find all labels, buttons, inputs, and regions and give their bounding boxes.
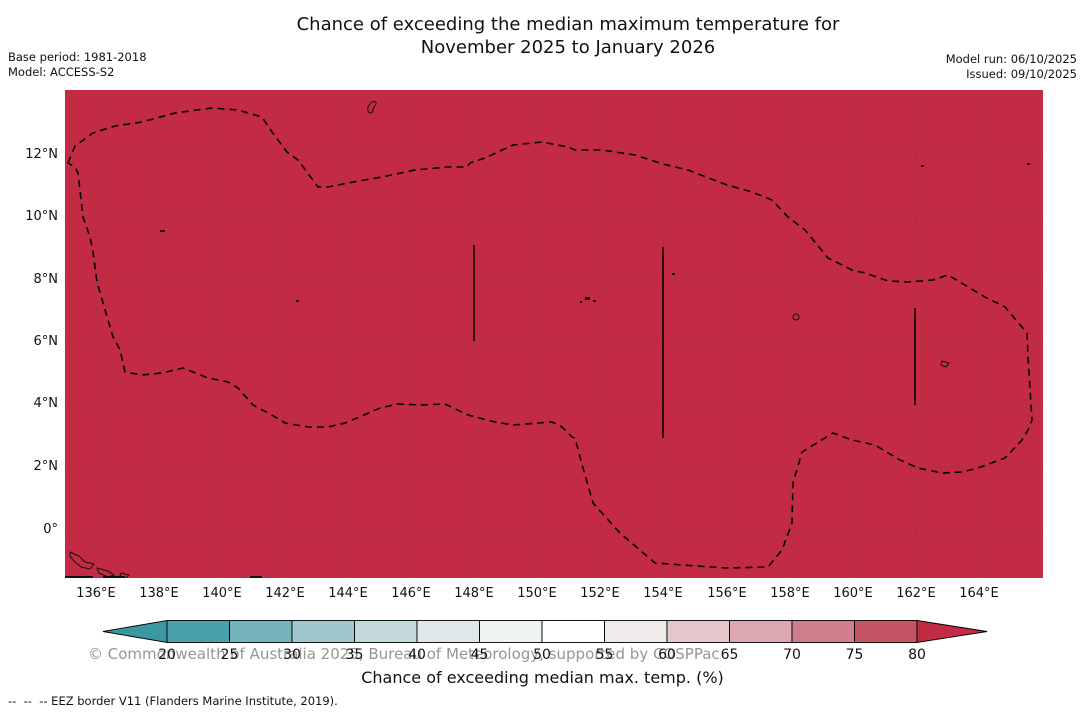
x-tick-label: 164°E — [959, 586, 999, 601]
colorbar-segment — [854, 620, 918, 643]
x-tick-label: 146°E — [391, 586, 431, 601]
colorbar-segment — [354, 620, 418, 643]
colorbar-tick-label: 30 — [283, 647, 301, 663]
y-tick-label: 12°N — [25, 147, 58, 162]
page-title-line2: November 2025 to January 2026 — [420, 37, 716, 58]
x-tick-label: 144°E — [328, 586, 368, 601]
island-specks — [65, 163, 1030, 578]
x-tick-label: 160°E — [833, 586, 873, 601]
colorbar-tick-label: 55 — [596, 647, 614, 663]
model-run-label: Model run: 06/10/2025 — [945, 52, 1077, 66]
y-tick-label: 8°N — [33, 272, 59, 287]
x-tick-label: 142°E — [265, 586, 305, 601]
colorbar-tick-label: 25 — [221, 647, 239, 663]
colorbar-segment — [604, 620, 668, 643]
colorbar-segment — [291, 620, 355, 643]
map-plot-area: © Commonwealth of Australia 2025, Bureau… — [65, 90, 1043, 663]
colorbar-right-arrow — [916, 619, 988, 644]
colorbar-tick-label: 35 — [346, 647, 364, 663]
copyright-watermark: © Commonwealth of Australia 2025, Bureau… — [88, 645, 720, 663]
x-tick-label: 148°E — [454, 586, 494, 601]
colorbar-segment — [541, 620, 605, 643]
colorbar-left-arrow — [102, 619, 168, 644]
x-tick-label: 140°E — [202, 586, 242, 601]
colorbar-tick-label: 60 — [658, 647, 676, 663]
island-outlines — [69, 100, 950, 578]
y-axis: 12°N 10°N 8°N 6°N 4°N 2°N 0° — [0, 0, 58, 713]
colorbar-tick-label: 45 — [471, 647, 489, 663]
issued-label: Issued: 09/10/2025 — [966, 67, 1077, 81]
colorbar: 20 25 30 35 40 45 50 55 60 65 70 75 80 — [0, 612, 1085, 667]
colorbar-segment — [166, 620, 230, 643]
model-label: Model: ACCESS-S2 — [8, 65, 115, 79]
eez-footnote: -- -- -- EEZ border V11 (Flanders Marine… — [8, 694, 338, 708]
colorbar-segment — [729, 620, 793, 643]
page-title: Chance of exceeding the median maximum t… — [296, 14, 840, 35]
y-tick-label: 10°N — [25, 209, 58, 224]
x-tick-label: 150°E — [517, 586, 557, 601]
colorbar-segment — [416, 620, 480, 643]
colorbar-tick-label: 80 — [908, 647, 926, 663]
y-tick-label: 0° — [43, 522, 58, 537]
grid-lines — [65, 90, 1043, 578]
colorbar-tick-label: 70 — [783, 647, 801, 663]
x-tick-label: 162°E — [896, 586, 936, 601]
colorbar-caption: Chance of exceeding median max. temp. (%… — [361, 668, 724, 687]
colorbar-tick-label: 75 — [846, 647, 864, 663]
x-tick-label: 158°E — [770, 586, 810, 601]
colorbar-tick-label: 40 — [408, 647, 426, 663]
base-period-label: Base period: 1981-2018 — [8, 50, 147, 64]
colorbar-segment — [479, 620, 543, 643]
colorbar-tick-label: 65 — [721, 647, 739, 663]
colorbar-tick-label: 20 — [158, 647, 176, 663]
x-tick-label: 138°E — [139, 586, 179, 601]
x-tick-label: 156°E — [707, 586, 747, 601]
colorbar-canvas: 20 25 30 35 40 45 50 55 60 65 70 75 80 — [102, 619, 988, 663]
eez-border-outline — [66, 107, 1033, 569]
x-axis: 136°E 138°E 140°E 142°E 144°E 146°E 148°E 150°E… — [0, 586, 1085, 606]
y-tick-label: 2°N — [33, 459, 59, 474]
colorbar-segment — [791, 620, 855, 643]
map-canvas — [65, 90, 1043, 578]
x-tick-label: 152°E — [580, 586, 620, 601]
colorbar-segment — [666, 620, 730, 643]
x-tick-label: 154°E — [643, 586, 683, 601]
colorbar-tick-label: 50 — [533, 647, 551, 663]
y-tick-label: 6°N — [33, 334, 59, 349]
colorbar-segment — [229, 620, 293, 643]
x-tick-label: 136°E — [76, 586, 116, 601]
y-tick-label: 4°N — [33, 396, 59, 411]
